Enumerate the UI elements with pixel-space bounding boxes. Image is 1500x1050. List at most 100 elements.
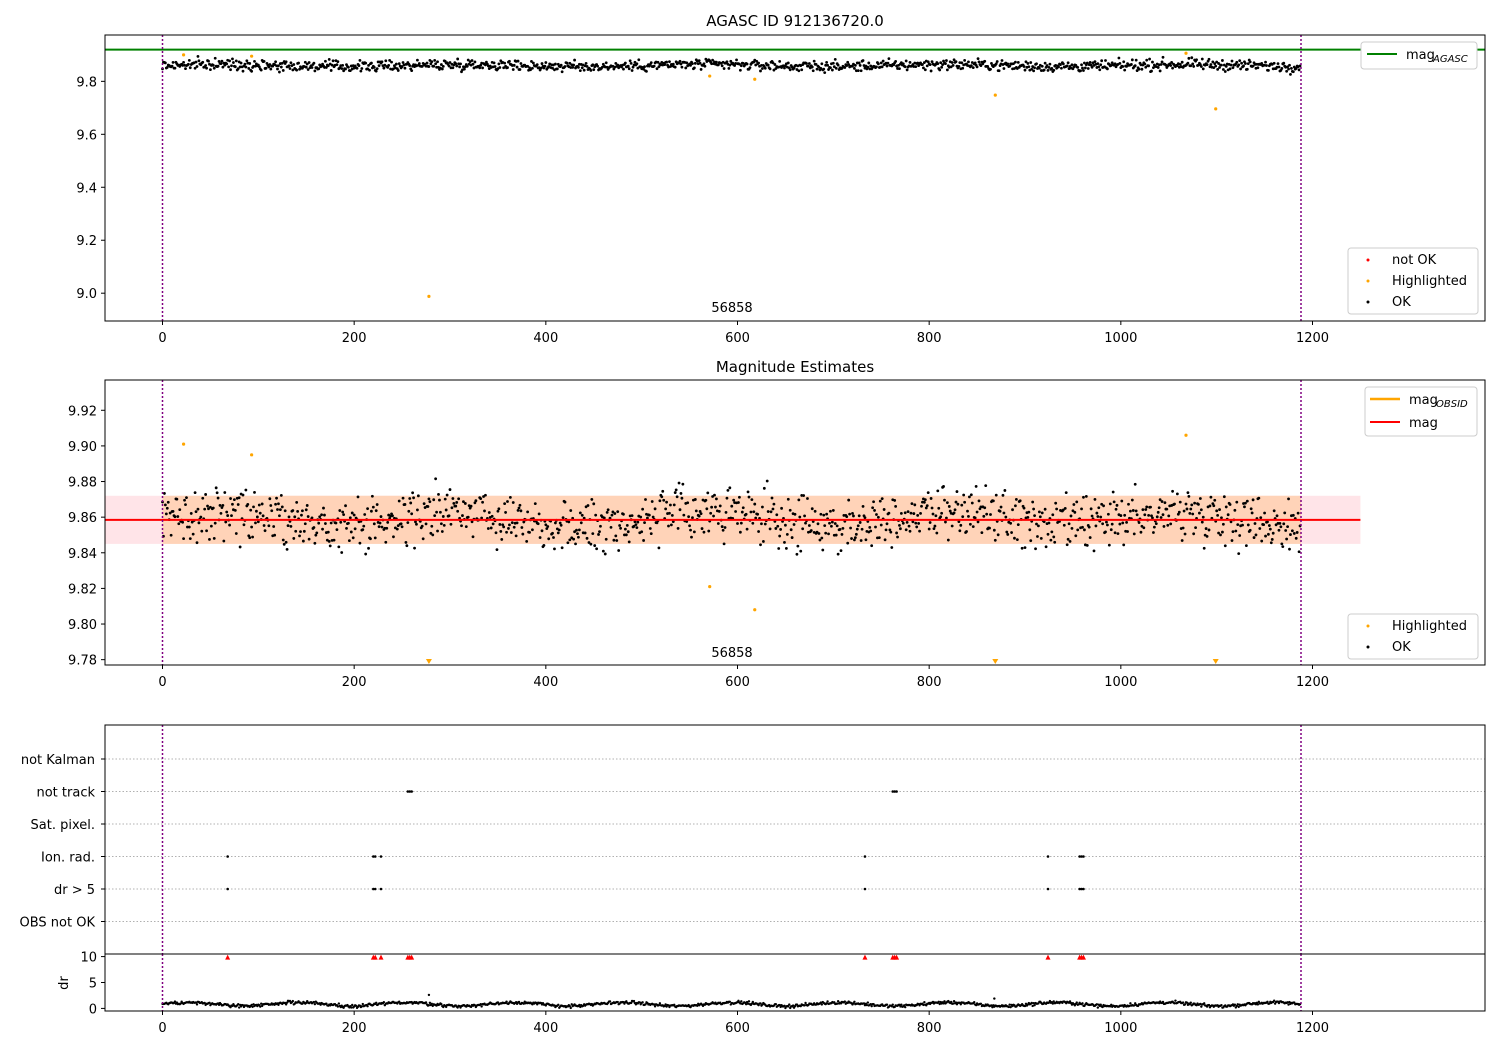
legend-agasc-line: mag AGASC bbox=[1360, 41, 1478, 70]
ok-point bbox=[261, 514, 265, 518]
ok-point bbox=[954, 60, 958, 64]
ok-point bbox=[432, 64, 436, 68]
ok-point bbox=[973, 516, 977, 520]
dr-point bbox=[568, 1004, 571, 1008]
ok-point bbox=[204, 493, 208, 496]
ok-point bbox=[778, 59, 782, 63]
ok-point bbox=[685, 61, 689, 65]
dr-point bbox=[444, 1005, 448, 1009]
ok-point bbox=[408, 64, 412, 68]
ok-point bbox=[976, 57, 980, 61]
dr-point bbox=[644, 1003, 647, 1006]
ok-point bbox=[1223, 544, 1227, 548]
ok-point bbox=[785, 532, 789, 536]
ok-point bbox=[1295, 531, 1299, 534]
ok-point bbox=[313, 541, 317, 545]
ok-point bbox=[962, 493, 966, 497]
ok-point bbox=[1187, 56, 1191, 60]
ok-point bbox=[1297, 550, 1301, 554]
ok-point bbox=[264, 66, 268, 70]
ok-point bbox=[957, 520, 961, 524]
ok-point bbox=[1235, 500, 1239, 504]
ok-point bbox=[237, 496, 241, 500]
ok-point bbox=[433, 58, 437, 62]
ok-point bbox=[1265, 64, 1268, 67]
ok-point bbox=[1177, 510, 1181, 514]
ok-point bbox=[989, 67, 992, 71]
dr-point bbox=[740, 1000, 743, 1003]
ok-point bbox=[249, 508, 253, 512]
ok-point bbox=[604, 537, 608, 541]
ok-point bbox=[1061, 508, 1065, 512]
ok-point bbox=[421, 537, 425, 541]
ok-point bbox=[665, 500, 668, 504]
ok-point bbox=[199, 515, 203, 519]
legend-label-mag-obsid: mag bbox=[1409, 393, 1438, 408]
ok-point bbox=[761, 505, 764, 509]
ok-point bbox=[833, 522, 837, 525]
ok-point bbox=[925, 504, 929, 507]
ok-point bbox=[529, 68, 532, 72]
ok-point bbox=[441, 515, 445, 518]
ok-point bbox=[288, 67, 292, 70]
ok-point bbox=[871, 506, 875, 510]
ok-point bbox=[275, 496, 278, 500]
ok-point bbox=[189, 512, 193, 515]
dr-clipped-marker bbox=[225, 954, 231, 960]
ok-point bbox=[251, 535, 254, 539]
ok-point bbox=[1291, 513, 1295, 517]
ok-point bbox=[1207, 528, 1211, 532]
ok-point bbox=[1286, 525, 1289, 529]
ok-point bbox=[1183, 532, 1187, 536]
ok-point bbox=[715, 497, 718, 501]
ok-point bbox=[236, 67, 240, 71]
dr-point bbox=[1183, 1003, 1187, 1006]
ok-point bbox=[942, 485, 945, 488]
ok-point bbox=[374, 69, 378, 73]
ok-point bbox=[357, 64, 361, 67]
ok-point bbox=[337, 545, 341, 549]
ok-point bbox=[1040, 511, 1044, 515]
dr-point bbox=[774, 1003, 778, 1006]
ok-point bbox=[1170, 61, 1174, 64]
ok-point bbox=[436, 60, 439, 64]
ok-point bbox=[1093, 60, 1097, 64]
ok-point bbox=[1052, 68, 1056, 72]
dr-point bbox=[480, 1005, 483, 1008]
ok-point bbox=[341, 63, 345, 67]
dr-point bbox=[641, 1001, 644, 1004]
ok-point bbox=[1064, 491, 1068, 495]
ok-point bbox=[885, 522, 889, 526]
ok-point bbox=[163, 503, 167, 507]
ok-point bbox=[568, 538, 572, 542]
ok-point bbox=[238, 65, 242, 69]
ok-point bbox=[697, 514, 701, 518]
ok-point bbox=[806, 497, 809, 500]
ok-point bbox=[580, 513, 584, 517]
ok-point bbox=[243, 62, 247, 66]
ok-point bbox=[1155, 515, 1159, 519]
ok-point bbox=[326, 530, 330, 534]
ok-point bbox=[926, 60, 930, 64]
ok-point bbox=[1246, 62, 1250, 66]
ok-point bbox=[604, 61, 608, 65]
ok-point bbox=[566, 541, 570, 545]
ok-point bbox=[993, 538, 997, 542]
ok-point bbox=[447, 514, 451, 518]
y-tick-label: 9.6 bbox=[76, 128, 97, 143]
dr-point bbox=[904, 1005, 907, 1009]
ok-point bbox=[190, 520, 194, 524]
ok-point bbox=[572, 537, 576, 541]
ok-point bbox=[988, 526, 991, 530]
ok-point bbox=[596, 64, 599, 68]
ok-point bbox=[1116, 532, 1120, 536]
ok-point bbox=[998, 509, 1002, 513]
ok-point bbox=[954, 500, 958, 504]
ok-point bbox=[1244, 62, 1247, 65]
ok-point bbox=[553, 547, 556, 551]
ok-point bbox=[201, 60, 205, 64]
ok-point bbox=[1257, 496, 1261, 500]
ok-point bbox=[461, 514, 464, 517]
ok-point bbox=[326, 64, 330, 68]
ok-point bbox=[1065, 64, 1069, 68]
